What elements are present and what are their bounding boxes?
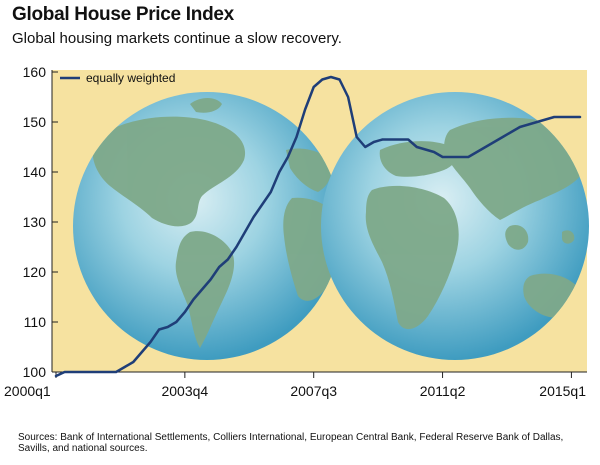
y-tick-label: 130 [23, 214, 47, 230]
globe-left-illustration [73, 92, 341, 360]
legend: equally weighted [60, 71, 175, 85]
y-tick-label: 160 [23, 64, 47, 80]
series-line-equally-weighted [54, 75, 582, 378]
y-tick-label: 150 [23, 114, 47, 130]
source-note: Sources: Bank of International Settlemen… [18, 432, 564, 454]
y-tick-label: 110 [24, 314, 47, 330]
y-tick-label: 120 [23, 264, 47, 280]
x-tick-label: 2015q1 [539, 383, 586, 399]
y-tick-label: 100 [23, 364, 47, 380]
x-tick-label: 2003q4 [161, 383, 208, 399]
x-tick-label: 2000q1 [4, 383, 51, 399]
y-tick-label: 140 [23, 164, 47, 180]
chart-title: Global House Price Index [12, 4, 234, 25]
legend-label: equally weighted [86, 71, 175, 85]
chart-subtitle: Global housing markets continue a slow r… [12, 30, 342, 47]
x-tick-label: 2007q3 [290, 383, 337, 399]
globe-right-illustration [321, 92, 589, 360]
line-chart: 100 110 120 130 140 150 160 2000q1 2003q4 2007q3… [4, 64, 589, 399]
x-tick-label: 2011q2 [420, 383, 466, 399]
